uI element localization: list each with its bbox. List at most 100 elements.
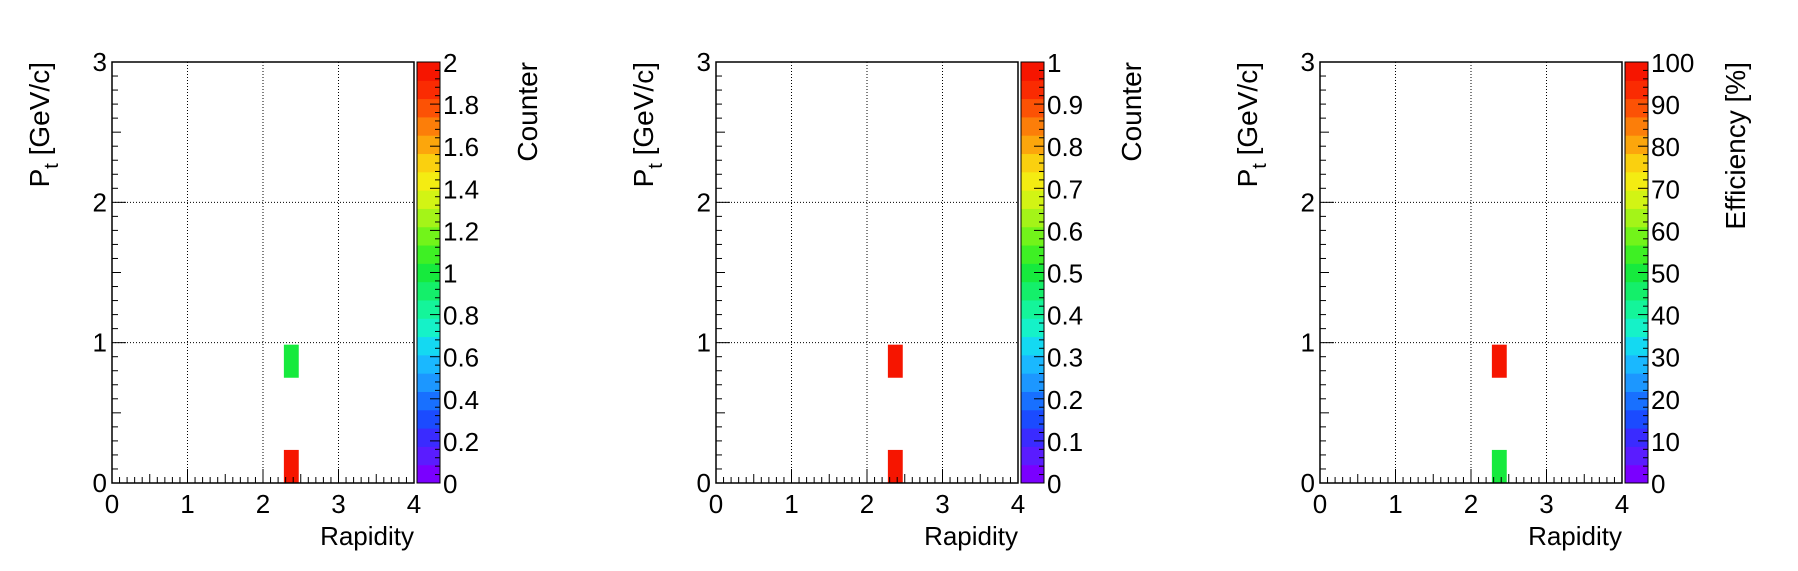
- color-bar-segment: [1625, 208, 1648, 228]
- y-axis-label: Pt [GeV/c]: [628, 62, 667, 187]
- color-bar-segment: [1021, 226, 1044, 246]
- color-bar-segment: [417, 116, 440, 136]
- z-tick-label: 1: [443, 259, 457, 289]
- color-bar-segment: [1625, 281, 1648, 301]
- y-tick-label: 1: [93, 328, 107, 358]
- x-tick-label: 1: [784, 489, 798, 519]
- y-axis-label-sub: t: [41, 163, 63, 169]
- z-axis-label: Counter: [1116, 62, 1147, 162]
- color-bar-segment: [417, 190, 440, 209]
- x-tick-label: 1: [1388, 489, 1402, 519]
- y-axis-label-unit: [GeV/c]: [628, 62, 659, 163]
- heatmap-cell-2: [283, 344, 299, 378]
- color-bar-segment: [1625, 428, 1648, 447]
- color-bar-segment: [1021, 208, 1044, 228]
- z-tick-label: 0.6: [1047, 216, 1083, 246]
- color-bar-segment: [417, 409, 440, 429]
- color-bar-segment: [1021, 135, 1044, 155]
- color-bar-segment: [1021, 318, 1044, 338]
- y-tick-label: 1: [697, 328, 711, 358]
- y-tick-label: 2: [93, 187, 107, 217]
- color-bar-segment: [1625, 336, 1648, 356]
- z-tick-label: 1.4: [443, 174, 479, 204]
- z-tick-label: 70: [1651, 174, 1680, 204]
- color-bar-segment: [1625, 80, 1648, 100]
- z-tick-label: 0.1: [1047, 427, 1083, 457]
- color-bar-segment: [1021, 62, 1044, 81]
- x-tick-label: 0: [105, 489, 119, 519]
- z-tick-label: 0.8: [443, 301, 479, 331]
- y-tick-label: 0: [697, 468, 711, 498]
- z-tick-label: 1.6: [443, 132, 479, 162]
- color-bar-segment: [1625, 245, 1648, 264]
- color-bar-segment: [417, 171, 440, 191]
- z-tick-label: 80: [1651, 132, 1680, 162]
- z-tick-label: 0.8: [1047, 132, 1083, 162]
- color-bar-segment: [1625, 318, 1648, 338]
- x-axis-label: Rapidity: [924, 521, 1018, 551]
- heatmap-cell-1: [887, 449, 903, 483]
- color-bar-segment: [1021, 373, 1044, 392]
- color-bar-segment: [1021, 336, 1044, 356]
- color-bar-segment: [417, 80, 440, 100]
- color-bar-segment: [1021, 428, 1044, 447]
- color-bar-segment: [1021, 409, 1044, 429]
- heatmap-cell-1: [283, 449, 299, 483]
- color-bar-segment: [1021, 245, 1044, 264]
- x-tick-label: 2: [256, 489, 270, 519]
- color-bar-segment: [417, 226, 440, 246]
- color-bar-segment: [417, 135, 440, 155]
- z-tick-label: 0.5: [1047, 259, 1083, 289]
- color-bar-segment: [417, 245, 440, 264]
- y-axis-label-main: P: [24, 169, 55, 188]
- x-tick-label: 4: [1615, 489, 1629, 519]
- y-axis-label-unit: [GeV/c]: [24, 62, 55, 163]
- x-tick-label: 3: [935, 489, 949, 519]
- z-tick-label: 20: [1651, 385, 1680, 415]
- color-bar-segment: [417, 263, 440, 283]
- color-bar-segment: [417, 281, 440, 301]
- color-bar-segment: [417, 208, 440, 228]
- color-bar-segment: [417, 446, 440, 466]
- y-tick-label: 0: [1301, 468, 1315, 498]
- y-axis-label-main: P: [1232, 169, 1263, 188]
- z-tick-label: 0.2: [443, 427, 479, 457]
- color-bar-segment: [1021, 281, 1044, 301]
- z-tick-label: 0.4: [443, 385, 479, 415]
- z-tick-label: 0.4: [1047, 301, 1083, 331]
- color-bar-segment: [417, 391, 440, 411]
- color-bar-segment: [1625, 98, 1648, 118]
- x-axis-label: Rapidity: [1528, 521, 1622, 551]
- z-tick-label: 1.2: [443, 216, 479, 246]
- x-tick-label: 2: [1464, 489, 1478, 519]
- heatmap-cell-2: [887, 344, 903, 378]
- color-bar-segment: [1021, 171, 1044, 191]
- y-tick-label: 2: [697, 187, 711, 217]
- z-tick-label: 1.8: [443, 90, 479, 120]
- color-bar-segment: [417, 373, 440, 392]
- color-bar-segment: [1625, 153, 1648, 173]
- color-bar-segment: [1021, 98, 1044, 118]
- y-tick-label: 3: [1301, 47, 1315, 77]
- x-tick-label: 3: [1539, 489, 1553, 519]
- color-bar-segment: [417, 153, 440, 173]
- z-tick-label: 50: [1651, 259, 1680, 289]
- color-bar-segment: [417, 354, 440, 374]
- z-tick-label: 0.3: [1047, 343, 1083, 373]
- z-tick-label: 30: [1651, 343, 1680, 373]
- color-bar-segment: [1021, 116, 1044, 136]
- y-tick-label: 3: [93, 47, 107, 77]
- color-bar-segment: [1625, 190, 1648, 209]
- z-tick-label: 0.6: [443, 343, 479, 373]
- color-bar-segment: [1021, 446, 1044, 466]
- color-bar-segment: [1021, 464, 1044, 484]
- heatmap-cell-1: [1491, 449, 1507, 483]
- color-bar-segment: [1625, 409, 1648, 429]
- y-axis-label-sub: t: [645, 163, 667, 169]
- color-bar-segment: [1625, 391, 1648, 411]
- z-tick-label: 1: [1047, 48, 1061, 78]
- color-bar-segment: [1625, 226, 1648, 246]
